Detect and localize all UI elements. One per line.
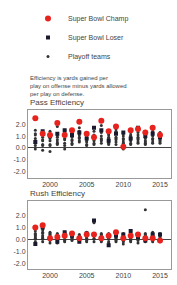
svg-text:1.0: 1.0 — [16, 133, 26, 140]
svg-text:Super Bowl Champ: Super Bowl Champ — [68, 15, 128, 23]
svg-text:2010: 2010 — [116, 181, 132, 188]
svg-text:-2.0: -2.0 — [14, 260, 26, 267]
svg-text:-2.0: -2.0 — [14, 168, 26, 175]
svg-text:2015: 2015 — [152, 181, 168, 188]
svg-text:2005: 2005 — [79, 272, 95, 279]
svg-text:0.0: 0.0 — [16, 236, 26, 243]
svg-text:2010: 2010 — [116, 272, 132, 279]
svg-text:-1.0: -1.0 — [14, 156, 26, 163]
svg-text:Pass Efficiency: Pass Efficiency — [30, 98, 84, 107]
svg-text:2000: 2000 — [42, 272, 58, 279]
svg-text:2.0: 2.0 — [16, 212, 26, 219]
svg-text:Efficiency is yards gained per: Efficiency is yards gained perplay on of… — [30, 75, 127, 97]
svg-text:2005: 2005 — [79, 181, 95, 188]
svg-text:Super Bowl Loser: Super Bowl Loser — [68, 34, 124, 42]
svg-text:2015: 2015 — [152, 272, 168, 279]
svg-text:Playoff teams: Playoff teams — [68, 53, 111, 61]
svg-text:2.0: 2.0 — [16, 121, 26, 128]
svg-text:-1.0: -1.0 — [14, 248, 26, 255]
svg-text:2000: 2000 — [42, 181, 58, 188]
svg-text:0.0: 0.0 — [16, 144, 26, 151]
svg-text:1.0: 1.0 — [16, 224, 26, 231]
svg-text:Rush Efficiency: Rush Efficiency — [30, 189, 85, 198]
